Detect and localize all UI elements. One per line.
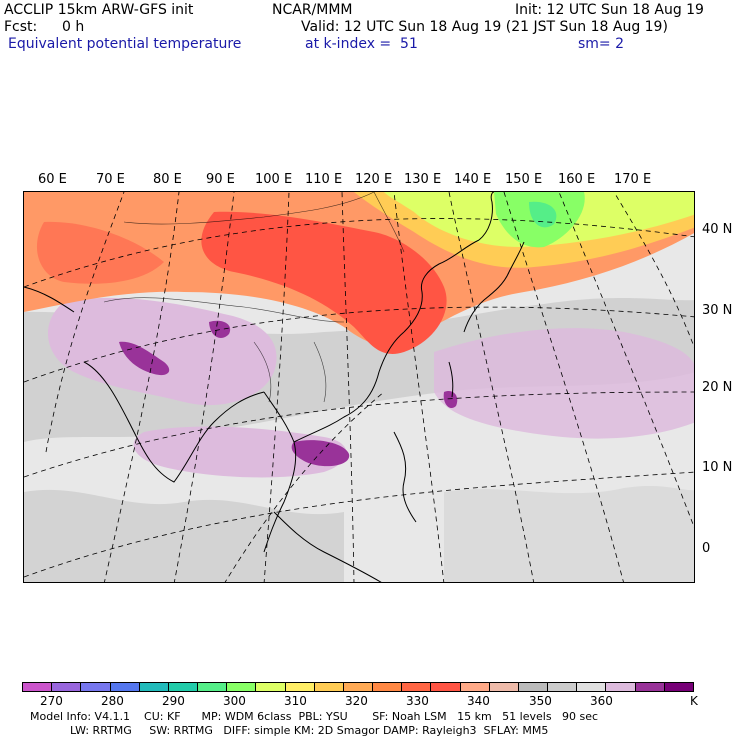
model-info-line1: Model Info: V4.1.1 CU: KF MP: WDM 6class… bbox=[30, 710, 599, 723]
forecast-hour: 0 h bbox=[62, 19, 85, 35]
graticule bbox=[24, 192, 694, 582]
colorbar-tick: 310 bbox=[284, 694, 307, 708]
colorbar-swatch bbox=[635, 683, 665, 691]
colorbar-swatch bbox=[402, 683, 432, 691]
colorbar-swatch bbox=[431, 683, 461, 691]
colorbar-swatch bbox=[256, 683, 286, 691]
model-title: ACCLIP 15km ARW-GFS init bbox=[4, 2, 194, 18]
lon-label: 160 E bbox=[558, 172, 596, 187]
colorbar-swatch bbox=[139, 683, 169, 691]
colorbar-swatch bbox=[198, 683, 228, 691]
colorbar-swatch bbox=[548, 683, 578, 691]
colorbar-swatch bbox=[110, 683, 140, 691]
colorbar-swatch bbox=[489, 683, 519, 691]
colorbar-swatch bbox=[23, 683, 53, 691]
lat-label: 20 N bbox=[702, 380, 733, 395]
smoothing-info: sm= 2 bbox=[578, 36, 625, 52]
colorbar-tick: 270 bbox=[40, 694, 63, 708]
lon-label: 140 E bbox=[454, 172, 492, 187]
colorbar-tick: 320 bbox=[345, 694, 368, 708]
center-label: NCAR/MMM bbox=[272, 2, 353, 18]
colorbar-tick: 360 bbox=[590, 694, 613, 708]
lat-label: 0 bbox=[702, 541, 711, 556]
lon-label: 80 E bbox=[153, 172, 182, 187]
dark-purple-spot bbox=[119, 341, 170, 376]
lat-label: 10 N bbox=[702, 460, 733, 475]
colorbar-tick: 290 bbox=[162, 694, 185, 708]
gray-patch bbox=[24, 489, 344, 582]
colorbar-swatch bbox=[460, 683, 490, 691]
colorbar-swatch bbox=[314, 683, 344, 691]
coastlines bbox=[24, 192, 525, 582]
red-core bbox=[201, 211, 447, 354]
colorbar-swatch bbox=[285, 683, 315, 691]
lon-label: 60 E bbox=[38, 172, 67, 187]
lon-label: 120 E bbox=[355, 172, 393, 187]
lon-label: 150 E bbox=[505, 172, 543, 187]
colorbar-swatch bbox=[168, 683, 199, 691]
field-name: Equivalent potential temperature bbox=[8, 36, 242, 52]
lon-label: 100 E bbox=[255, 172, 293, 187]
valid-time: Valid: 12 UTC Sun 18 Aug 19 (21 JST Sun … bbox=[301, 19, 668, 35]
dark-purple-spot bbox=[443, 391, 458, 409]
lon-label: 70 E bbox=[96, 172, 125, 187]
colorbar-tick: 340 bbox=[467, 694, 490, 708]
red-patch bbox=[36, 221, 164, 284]
gray-patch bbox=[444, 486, 694, 582]
colorbar-tick: 350 bbox=[529, 694, 552, 708]
colorbar-swatch bbox=[81, 683, 111, 691]
lat-label: 40 N bbox=[702, 222, 733, 237]
colorbar-swatch bbox=[227, 683, 257, 691]
colorbar-tick: K bbox=[690, 694, 698, 708]
lon-label: 110 E bbox=[305, 172, 343, 187]
colorbar-swatch bbox=[343, 683, 374, 691]
colorbar-swatch bbox=[518, 683, 549, 691]
lon-label: 90 E bbox=[206, 172, 235, 187]
colorbar-swatch bbox=[52, 683, 82, 691]
purple-region bbox=[434, 328, 694, 439]
colorbar-swatch bbox=[577, 683, 607, 691]
colorbar-swatch bbox=[373, 683, 403, 691]
lat-label: 30 N bbox=[702, 303, 733, 318]
init-time: Init: 12 UTC Sun 18 Aug 19 bbox=[515, 2, 704, 18]
model-info-line2: LW: RRTMG SW: RRTMG DIFF: simple KM: 2D … bbox=[70, 724, 549, 737]
map-panel[interactable] bbox=[23, 191, 695, 583]
field-plot bbox=[24, 192, 694, 582]
lon-label: 170 E bbox=[614, 172, 652, 187]
colorbar-swatch bbox=[606, 683, 636, 691]
colorbar-tick: 300 bbox=[223, 694, 246, 708]
level-info: at k-index = 51 bbox=[305, 36, 418, 52]
colorbar-swatch bbox=[664, 683, 693, 691]
colorbar-tick: 330 bbox=[406, 694, 429, 708]
lon-label: 130 E bbox=[404, 172, 442, 187]
forecast-label: Fcst: bbox=[4, 19, 38, 35]
green-core bbox=[529, 201, 557, 228]
colorbar-tick: 280 bbox=[101, 694, 124, 708]
colorbar bbox=[22, 682, 694, 692]
